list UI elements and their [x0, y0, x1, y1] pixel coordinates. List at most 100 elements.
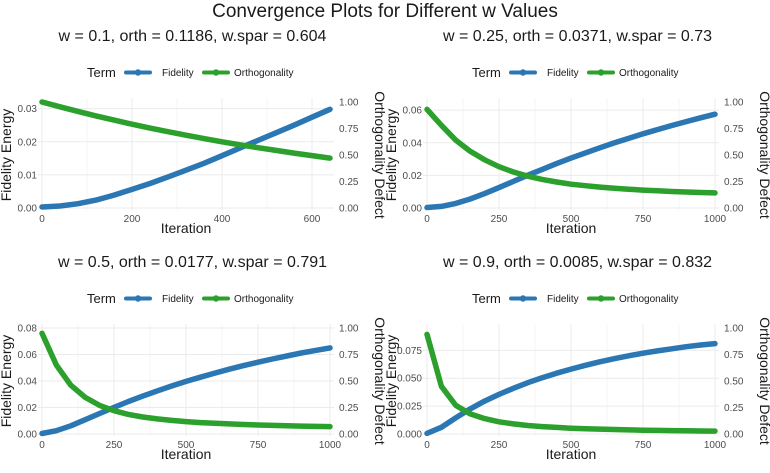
y-right-tick-label: 0.00 [724, 430, 744, 441]
y-left-tick-label: 0.08 [18, 324, 38, 335]
y-left-tick-label: 0.075 [397, 346, 422, 357]
legend-key-orthogonality-dot [212, 295, 220, 302]
y-right-tick-label: 0.25 [724, 403, 744, 414]
y-left-tick-label: 0.04 [18, 377, 38, 388]
y-left-tick-label: 0.00 [18, 204, 38, 215]
y-left-axis-label: Fidelity Energy [0, 335, 14, 428]
x-axis-label: Iteration [546, 220, 597, 236]
y-right-tick-label: 0.25 [339, 403, 359, 414]
legend-label-orthogonality: Orthogonality [619, 68, 678, 79]
x-tick-label: 750 [635, 214, 652, 225]
legend-key-fidelity-dot [134, 69, 142, 76]
series-line-fidelity [39, 345, 333, 437]
legend-title: Term [87, 65, 116, 80]
y-left-tick-label: 0.02 [18, 137, 38, 148]
x-axis-label: Iteration [546, 446, 597, 462]
legend-title: Term [87, 291, 116, 306]
x-tick-label: 500 [178, 440, 195, 451]
series-line-orthogonality [39, 99, 333, 161]
legend-label-orthogonality: Orthogonality [234, 68, 293, 79]
y-right-tick-label: 0.00 [339, 204, 359, 215]
y-left-tick-label: 0.06 [403, 106, 423, 117]
y-right-tick-label: 0.75 [724, 124, 744, 135]
y-left-tick-label: 0.000 [397, 430, 422, 441]
y-left-tick-label: 0.025 [397, 402, 422, 413]
y-right-tick-label: 1.00 [724, 98, 744, 109]
panel-title: w = 0.25, orth = 0.0371, w.spar = 0.73 [442, 28, 712, 45]
y-right-axis-label: Orthogonality Defect [372, 91, 385, 219]
y-left-tick-label: 0.01 [18, 170, 38, 181]
x-tick-label: 0 [39, 440, 45, 451]
chart-svg: w = 0.5, orth = 0.0177, w.spar = 0.791 Te… [0, 254, 385, 462]
x-tick-label: 1000 [319, 440, 342, 451]
y-left-tick-label: 0.050 [397, 374, 422, 385]
y-left-tick-label: 0.02 [403, 171, 423, 182]
x-tick-label: 500 [563, 440, 580, 451]
y-left-tick-label: 0.00 [403, 204, 423, 215]
y-right-tick-label: 0.75 [339, 350, 359, 361]
y-right-tick-label: 0.25 [724, 177, 744, 188]
series-line-fidelity [424, 111, 718, 211]
legend: Term Fidelity Orthogonality [472, 291, 678, 306]
legend-key-orthogonality-dot [597, 295, 605, 302]
y-right-axis-label: Orthogonality Defect [372, 317, 385, 445]
series-line-fidelity [39, 106, 333, 210]
y-right-tick-label: 1.00 [339, 324, 359, 335]
x-tick-label: 1000 [704, 440, 727, 451]
y-left-tick-label: 0.02 [18, 403, 38, 414]
x-tick-label: 250 [491, 440, 508, 451]
legend-key-orthogonality-dot [597, 69, 605, 76]
chart-panel-4: w = 0.9, orth = 0.0085, w.spar = 0.832 Te… [385, 248, 770, 473]
y-left-axis-label: Fidelity Energy [385, 335, 399, 428]
legend: Term Fidelity Orthogonality [87, 291, 293, 306]
chart-panel-3: w = 0.5, orth = 0.0177, w.spar = 0.791 Te… [0, 248, 385, 473]
x-tick-label: 0 [424, 214, 430, 225]
panel-title: w = 0.5, orth = 0.0177, w.spar = 0.791 [57, 254, 327, 271]
x-tick-label: 600 [304, 214, 321, 225]
y-left-tick-label: 0.00 [18, 430, 38, 441]
x-axis-label: Iteration [161, 220, 212, 236]
chart-svg: w = 0.9, orth = 0.0085, w.spar = 0.832 Te… [385, 254, 770, 462]
y-right-tick-label: 0.00 [339, 430, 359, 441]
chart-panel-1: w = 0.1, orth = 0.1186, w.spar = 0.604 Te… [0, 22, 385, 247]
legend-key-fidelity-dot [134, 295, 142, 302]
x-tick-label: 750 [635, 440, 652, 451]
main-title: Convergence Plots for Different w Values [212, 1, 558, 22]
y-right-tick-label: 0.50 [724, 151, 744, 162]
y-right-tick-label: 0.75 [339, 124, 359, 135]
y-left-tick-label: 0.06 [18, 350, 38, 361]
legend-key-fidelity-dot [519, 69, 527, 76]
legend-title: Term [472, 291, 501, 306]
x-tick-label: 0 [39, 214, 45, 225]
y-right-tick-label: 0.25 [339, 177, 359, 188]
y-left-axis-label: Fidelity Energy [0, 109, 14, 202]
y-right-axis-label: Orthogonality Defect [757, 91, 770, 219]
x-tick-label: 250 [106, 440, 123, 451]
y-right-tick-label: 0.50 [339, 151, 359, 162]
y-right-tick-label: 0.00 [724, 204, 744, 215]
gridlines [423, 98, 719, 210]
legend-label-fidelity: Fidelity [162, 294, 194, 305]
series-line-orthogonality [424, 331, 718, 434]
y-right-tick-label: 1.00 [339, 98, 359, 109]
chart-svg: w = 0.25, orth = 0.0371, w.spar = 0.73 Te… [385, 28, 770, 236]
y-left-tick-label: 0.04 [403, 138, 423, 149]
panel-title: w = 0.1, orth = 0.1186, w.spar = 0.604 [58, 28, 327, 45]
legend-label-orthogonality: Orthogonality [619, 294, 678, 305]
gridlines [423, 324, 719, 436]
legend-label-fidelity: Fidelity [547, 68, 579, 79]
y-left-tick-label: 0.03 [18, 104, 38, 115]
series-line-orthogonality [424, 106, 718, 196]
x-axis-label: Iteration [161, 446, 212, 462]
y-right-tick-label: 0.50 [339, 377, 359, 388]
x-tick-label: 750 [250, 440, 267, 451]
y-left-axis-label: Fidelity Energy [385, 109, 399, 202]
x-tick-label: 200 [124, 214, 141, 225]
panel-title: w = 0.9, orth = 0.0085, w.spar = 0.832 [442, 254, 712, 271]
x-tick-label: 400 [214, 214, 231, 225]
x-tick-label: 1000 [704, 214, 727, 225]
x-tick-label: 0 [424, 440, 430, 451]
series-line-fidelity [424, 340, 718, 437]
chart-svg: w = 0.1, orth = 0.1186, w.spar = 0.604 Te… [0, 28, 385, 236]
y-right-tick-label: 0.50 [724, 377, 744, 388]
